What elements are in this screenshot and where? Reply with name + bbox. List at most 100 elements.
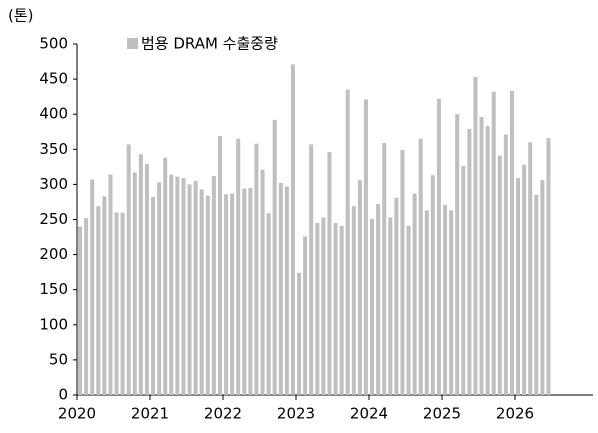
bar [199, 189, 204, 395]
bar [236, 138, 241, 395]
bar [400, 150, 405, 395]
bar [132, 172, 137, 395]
bar [436, 98, 441, 396]
bar [522, 164, 527, 395]
bar [424, 210, 429, 395]
bar [455, 114, 460, 395]
bar [84, 218, 89, 395]
bar [339, 225, 344, 395]
x-tick-label: 2023 [277, 405, 315, 423]
y-tick-label: 150 [39, 280, 68, 298]
bar [90, 179, 95, 395]
bar [461, 166, 466, 395]
bar [205, 195, 210, 395]
bar [406, 225, 411, 395]
bar [528, 142, 533, 395]
bar [290, 64, 295, 395]
bar [260, 169, 265, 395]
bar [412, 193, 417, 395]
bar [503, 134, 508, 396]
bar [266, 213, 271, 395]
bar [333, 223, 338, 395]
bar [193, 180, 198, 395]
bar [473, 76, 478, 395]
bar [546, 138, 551, 395]
y-tick-label: 350 [39, 140, 68, 158]
bar [388, 217, 393, 395]
bar [345, 89, 350, 395]
y-tick-label: 200 [39, 245, 68, 263]
bar [315, 223, 320, 395]
x-tick-label: 2026 [496, 405, 534, 423]
bar [169, 174, 174, 395]
bar [485, 126, 490, 395]
bar [327, 152, 332, 395]
bar [284, 186, 289, 395]
bar [516, 178, 521, 395]
bar [217, 135, 222, 395]
y-tick-label: 500 [39, 35, 68, 53]
y-tick-label: 450 [39, 70, 68, 88]
y-tick-label: 300 [39, 175, 68, 193]
bar [224, 194, 229, 395]
bar [211, 175, 216, 395]
bar [540, 180, 545, 395]
bar [370, 218, 375, 395]
bar [138, 154, 143, 395]
bar [497, 155, 502, 395]
legend-label: 범용 DRAM 수출중량 [141, 35, 278, 53]
bar [102, 196, 107, 395]
y-axis-label: (톤) [8, 7, 34, 25]
y-tick-label: 0 [58, 386, 68, 404]
bar [248, 187, 253, 395]
bar [430, 175, 435, 395]
bar [181, 178, 186, 395]
bar [157, 182, 162, 395]
x-tick-label: 2021 [131, 405, 169, 423]
bar [449, 210, 454, 395]
bar [272, 119, 277, 395]
bar [534, 194, 539, 395]
bar [108, 174, 113, 395]
bar [418, 138, 423, 395]
bar [144, 164, 149, 395]
bar [151, 197, 156, 395]
bar [443, 204, 448, 395]
x-tick-label: 2024 [350, 405, 388, 423]
bar [230, 193, 235, 395]
bar [120, 212, 125, 395]
bar [175, 176, 180, 395]
y-tick-label: 400 [39, 105, 68, 123]
x-tick-label: 2025 [423, 405, 461, 423]
bar [351, 206, 356, 395]
legend-swatch [127, 38, 138, 49]
bar [479, 117, 484, 396]
bar [357, 180, 362, 395]
bar [382, 142, 387, 395]
bar [309, 144, 314, 395]
bar [96, 206, 101, 395]
bar [376, 204, 381, 395]
bar [187, 184, 192, 395]
bar [509, 91, 514, 395]
x-tick-label: 2020 [58, 405, 96, 423]
bar [303, 236, 308, 395]
bar [297, 272, 302, 395]
bar [254, 143, 259, 395]
bar [467, 128, 472, 395]
y-tick-label: 100 [39, 315, 68, 333]
bar [242, 188, 247, 395]
bar [278, 182, 283, 395]
bar [394, 197, 399, 395]
bar [114, 212, 119, 395]
bar [491, 91, 496, 396]
bar [126, 144, 131, 395]
y-tick-label: 250 [39, 210, 68, 228]
bar [78, 226, 83, 395]
bar [321, 217, 326, 395]
y-tick-label: 50 [49, 350, 68, 368]
bar [163, 157, 168, 395]
bar [363, 99, 368, 395]
x-tick-label: 2022 [204, 405, 242, 423]
